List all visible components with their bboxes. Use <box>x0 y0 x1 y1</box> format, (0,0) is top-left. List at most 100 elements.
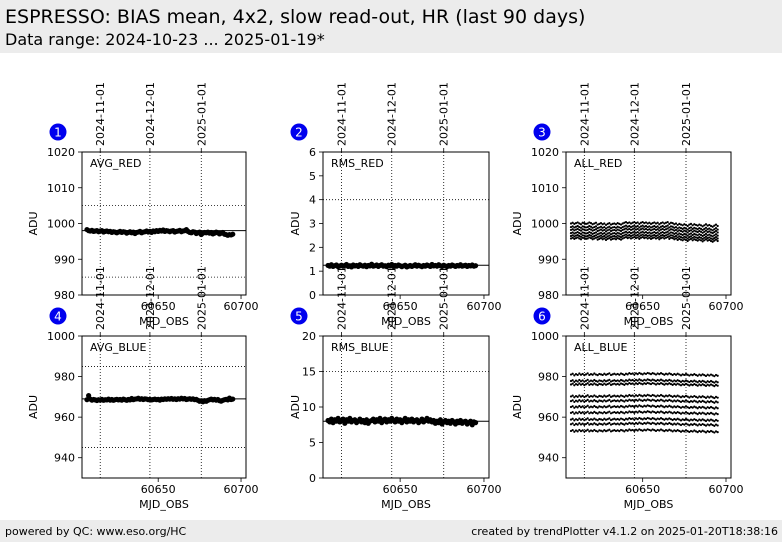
data-point <box>573 430 576 433</box>
data-point <box>573 235 576 238</box>
data-point <box>638 378 641 381</box>
y-tick-label: 5 <box>309 437 316 450</box>
data-point <box>644 221 648 224</box>
data-point <box>631 228 634 231</box>
data-point <box>633 423 636 426</box>
data-point <box>653 410 656 414</box>
data-point <box>653 230 656 234</box>
data-point <box>699 227 703 230</box>
data-point <box>654 379 658 383</box>
data-point <box>579 383 583 386</box>
data-point <box>641 418 644 421</box>
data-point <box>708 380 711 384</box>
data-point <box>673 379 676 382</box>
data-point <box>636 382 639 386</box>
data-point <box>698 400 701 403</box>
data-point <box>658 429 661 432</box>
data-point <box>673 372 676 376</box>
data-point <box>676 399 679 402</box>
data-point <box>653 236 656 239</box>
data-point <box>581 411 584 414</box>
panel-number: 2 <box>295 126 303 140</box>
data-point <box>631 231 634 234</box>
data-point <box>648 228 651 231</box>
data-point <box>636 394 639 398</box>
data-point <box>603 394 606 397</box>
data-point <box>708 238 711 242</box>
data-point <box>664 379 668 382</box>
data-point <box>578 394 581 397</box>
data-point <box>646 378 649 381</box>
data-point <box>644 227 648 230</box>
data-point <box>699 423 703 427</box>
data-point <box>716 237 719 240</box>
data-point <box>691 374 694 377</box>
series-7 <box>569 410 719 416</box>
data-point <box>594 405 598 409</box>
data-point <box>623 380 626 383</box>
data-point <box>651 225 654 228</box>
data-point <box>694 423 698 426</box>
data-point <box>648 410 651 413</box>
date-tick-label: 2024-11-01 <box>94 82 107 146</box>
data-point <box>581 231 584 234</box>
data-point <box>644 224 648 228</box>
data-point <box>631 422 634 425</box>
data-point <box>671 418 674 422</box>
data-point <box>614 226 618 229</box>
panel-label: RMS_RED <box>331 157 384 170</box>
data-point <box>571 228 574 231</box>
data-point <box>574 418 578 421</box>
data-point <box>591 406 594 409</box>
data-point <box>679 430 683 433</box>
data-point <box>716 407 719 410</box>
data-point <box>596 223 599 226</box>
data-point <box>668 232 671 235</box>
data-point <box>673 229 676 232</box>
data-point <box>586 410 589 413</box>
data-point <box>696 228 699 231</box>
data-point <box>686 423 689 426</box>
data-point <box>643 410 646 413</box>
data-point <box>581 234 584 237</box>
data-point <box>666 224 669 227</box>
data-point <box>588 400 591 403</box>
data-point <box>611 395 614 398</box>
series-4 <box>569 393 719 400</box>
data-point <box>593 225 596 229</box>
data-point <box>683 235 686 238</box>
data-point <box>706 228 709 231</box>
data-point <box>666 230 669 233</box>
data-point <box>684 405 688 408</box>
data-point <box>569 237 573 240</box>
data-point <box>633 405 636 409</box>
panel-number: 4 <box>54 310 62 324</box>
data-point <box>601 412 604 415</box>
data-point <box>576 230 579 234</box>
data-point <box>664 422 668 425</box>
data-point <box>701 411 704 414</box>
data-point <box>604 380 608 383</box>
x-tick-label: 60650 <box>625 300 660 313</box>
data-point <box>681 422 684 426</box>
data-point <box>658 235 661 238</box>
data-point <box>709 231 713 234</box>
data-point <box>621 399 624 402</box>
data-point <box>709 423 713 426</box>
data-point <box>669 234 673 237</box>
data-point <box>634 237 638 240</box>
data-point <box>649 237 653 240</box>
data-point <box>624 233 628 236</box>
date-tick-label: 2024-11-01 <box>94 266 107 330</box>
data-point <box>703 430 706 433</box>
data-point <box>594 423 598 426</box>
data-point <box>654 222 658 225</box>
data-point <box>678 418 681 421</box>
data-point <box>576 221 579 224</box>
data-point <box>693 411 696 414</box>
data-point <box>661 379 664 382</box>
y-axis-label: ADU <box>27 211 40 235</box>
data-point <box>654 228 658 232</box>
data-point <box>683 226 686 229</box>
data-point <box>643 228 646 231</box>
